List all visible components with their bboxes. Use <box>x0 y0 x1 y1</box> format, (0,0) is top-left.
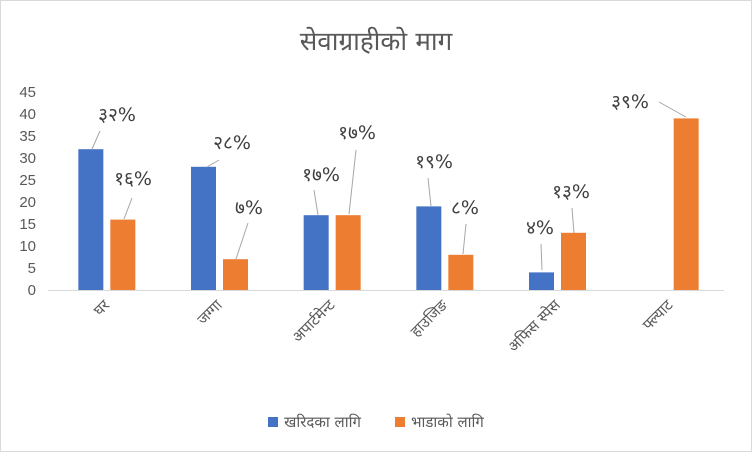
legend-label-series-1: खरिदका लागि <box>284 413 361 431</box>
data-label-leader <box>348 149 357 215</box>
data-label-leader <box>571 207 575 234</box>
y-tick-label: 40 <box>19 106 36 123</box>
y-tick-label: 45 <box>19 84 36 101</box>
data-label-leader <box>540 243 543 271</box>
data-label-rent-4: १३% <box>552 181 590 203</box>
bar-rent-0 <box>110 219 136 290</box>
data-label-rent-2: १७% <box>338 122 376 144</box>
x-category-label: जग्गा <box>194 295 227 328</box>
chart-legend: खरिदका लागि भाडाको लागि <box>0 412 752 432</box>
y-tick-label: 35 <box>19 128 36 145</box>
data-label-rent-0: १६% <box>114 168 152 190</box>
bar-purchase-3 <box>416 206 442 290</box>
y-tick-label: 20 <box>19 194 36 211</box>
data-label-leader <box>658 101 687 118</box>
data-label-leader <box>91 130 101 150</box>
data-label-leader <box>206 159 220 168</box>
y-tick-label: 10 <box>19 238 36 255</box>
legend-item-series-2: भाडाको लागि <box>394 412 484 432</box>
y-tick-label: 25 <box>19 172 36 189</box>
x-category-label: घर <box>90 295 114 319</box>
legend-item-series-1: खरिदका लागि <box>268 412 361 432</box>
data-label-leader <box>235 222 249 260</box>
bar-rent-5 <box>673 118 699 291</box>
data-label-purchase-3: १९% <box>415 151 453 173</box>
data-label-rent-5: ३९% <box>611 91 649 113</box>
y-tick-label: 30 <box>19 150 36 167</box>
y-tick-label: 5 <box>28 260 36 277</box>
bar-rent-2 <box>335 215 361 290</box>
y-tick-label: 0 <box>28 282 36 299</box>
data-label-purchase-1: २८% <box>213 132 251 154</box>
bar-rent-1 <box>223 259 248 290</box>
legend-swatch-series-1 <box>268 417 279 427</box>
x-category-label: अपार्टमेन्ट <box>289 296 339 346</box>
chart-title: सेवाग्राहीको माग <box>299 27 453 57</box>
data-label-leader <box>427 177 432 207</box>
data-label-leader <box>123 197 133 220</box>
x-category-label: हाउजिङ <box>407 296 452 341</box>
bar-purchase-2 <box>303 215 329 290</box>
x-category-label: फ्ल्याट <box>639 296 677 334</box>
legend-swatch-series-2 <box>394 417 405 427</box>
data-label-leader <box>462 223 467 255</box>
bar-purchase-4 <box>529 272 554 290</box>
data-label-leader <box>313 189 319 216</box>
data-label-rent-1: ७% <box>235 197 263 219</box>
bar-purchase-1 <box>191 166 216 290</box>
data-label-purchase-0: ३२% <box>98 104 136 126</box>
data-label-purchase-2: १७% <box>302 164 340 186</box>
bar-rent-4 <box>561 232 586 290</box>
y-tick-label: 15 <box>19 216 36 233</box>
data-label-purchase-4: ४% <box>526 217 554 239</box>
bar-rent-3 <box>448 254 474 290</box>
data-label-rent-3: ८% <box>451 197 479 219</box>
bar-purchase-0 <box>78 149 104 290</box>
x-category-label: अफिस स्पेस <box>504 296 564 356</box>
legend-label-series-2: भाडाको लागि <box>410 413 484 431</box>
